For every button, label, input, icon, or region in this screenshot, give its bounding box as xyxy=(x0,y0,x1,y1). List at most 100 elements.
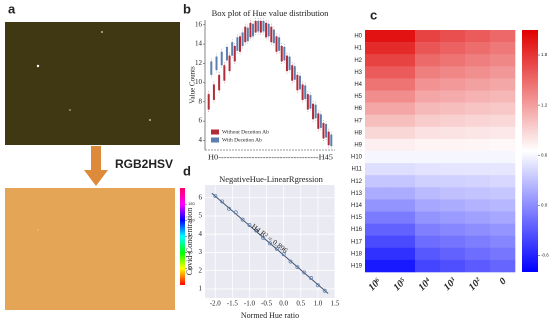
box xyxy=(312,103,315,120)
point xyxy=(322,288,327,293)
heatmap-cell xyxy=(415,151,441,164)
heatmap-cell xyxy=(440,163,466,176)
box xyxy=(233,46,236,62)
rgb-image xyxy=(5,22,180,145)
heatmap-cell xyxy=(490,90,516,103)
heatmap-cell xyxy=(365,199,391,212)
heatmap-cell xyxy=(415,66,441,79)
heatmap-cell xyxy=(490,66,516,79)
point xyxy=(288,259,293,264)
x-tick-label: -1.0 xyxy=(244,300,256,308)
heatmap-cell xyxy=(415,247,441,261)
y-tick-label: 1 xyxy=(199,284,203,292)
heatmap-cell xyxy=(465,151,491,164)
panel-label: b xyxy=(183,1,191,16)
heatmap-cell xyxy=(390,54,416,67)
y-tick-label: 2 xyxy=(199,266,203,274)
heatmap-cell xyxy=(440,102,466,115)
box xyxy=(244,26,247,43)
hsv-image xyxy=(5,188,175,310)
box xyxy=(309,95,312,109)
row-label: H7 xyxy=(354,118,362,124)
x-tick-label: 0.0 xyxy=(279,300,288,308)
box xyxy=(330,134,333,147)
colorbar-tick-label: 90 xyxy=(188,234,193,239)
heatmap-cell xyxy=(440,187,466,200)
heatmap-cell xyxy=(465,259,491,273)
heatmap-cell xyxy=(490,54,516,67)
heatmap-cell xyxy=(440,30,466,43)
heatmap-cell xyxy=(415,54,441,67)
heatmap-cell xyxy=(415,187,441,200)
box xyxy=(241,32,244,46)
heatmap-cell xyxy=(465,66,491,79)
heatmap-cell xyxy=(415,163,441,176)
point xyxy=(213,193,218,198)
heatmap-cell xyxy=(365,102,391,115)
heatmap-cell xyxy=(490,102,516,115)
heatmap-cell xyxy=(365,138,391,152)
heatmap-cell xyxy=(390,247,416,261)
row-label: H15 xyxy=(351,215,363,221)
box xyxy=(304,85,307,99)
heatmap-cell xyxy=(465,114,491,128)
heatmap-cell xyxy=(490,30,516,43)
y-tick-label: 8 xyxy=(199,97,203,105)
heatmap-cell xyxy=(415,30,441,43)
heatmap-cell xyxy=(465,138,491,152)
heatmap-cell xyxy=(440,138,466,152)
heatmap-cell xyxy=(490,199,516,212)
heatmap-cell xyxy=(365,163,391,176)
heatmap-cell xyxy=(390,223,416,236)
heatmap-cell xyxy=(440,211,466,224)
box xyxy=(267,23,270,37)
arrow xyxy=(91,146,101,172)
box xyxy=(322,123,325,139)
point xyxy=(295,265,300,269)
colorbar-tick-label: 1.8 xyxy=(541,52,548,57)
heatmap-cell xyxy=(490,187,516,200)
heatmap-cell xyxy=(440,66,466,79)
box xyxy=(252,23,255,37)
legend-label: With Decetion Ab xyxy=(222,137,262,143)
box xyxy=(259,20,262,33)
row-label: H19 xyxy=(351,264,363,270)
heatmap-cell xyxy=(490,151,516,164)
arrow xyxy=(84,170,108,186)
heatmap-cell xyxy=(415,211,441,224)
row-label: H11 xyxy=(351,167,362,173)
heatmap-colorbar xyxy=(522,30,538,272)
y-tick-label: 14 xyxy=(195,40,203,48)
box xyxy=(236,37,239,51)
heatmap-cell xyxy=(465,42,491,55)
box xyxy=(231,42,234,56)
heatmap-cell xyxy=(390,126,416,140)
heatmap-cell xyxy=(365,175,391,188)
heatmap-cell xyxy=(490,175,516,188)
colorbar-tick-label: -0.6 xyxy=(541,252,549,257)
x-tick-label: 1.5 xyxy=(331,300,340,308)
heatmap-cell xyxy=(440,223,466,236)
column-label: 10⁶ xyxy=(366,276,384,294)
row-label: H10 xyxy=(351,155,363,161)
heatmap-cell xyxy=(365,66,391,79)
heatmap-cell xyxy=(440,151,466,164)
legend-swatch xyxy=(211,137,219,143)
heatmap-cell xyxy=(490,78,516,91)
y-axis-label: Covid-Concentration xyxy=(185,208,194,276)
legend-swatch xyxy=(211,129,219,135)
colorbar-tick-label: 120 xyxy=(188,217,195,222)
row-label: H8 xyxy=(354,130,362,136)
heatmap-cell xyxy=(490,163,516,176)
box xyxy=(228,55,231,72)
point xyxy=(274,246,279,251)
x-tick-label: 1.0 xyxy=(314,300,323,308)
heatmap-cell xyxy=(490,235,516,249)
heatmap-cell xyxy=(465,78,491,91)
heatmap-cell xyxy=(440,199,466,212)
heatmap-cell xyxy=(440,54,466,67)
heatmap-cell xyxy=(390,211,416,224)
row-label: H2 xyxy=(354,58,362,64)
heatmap-cell xyxy=(465,126,491,140)
